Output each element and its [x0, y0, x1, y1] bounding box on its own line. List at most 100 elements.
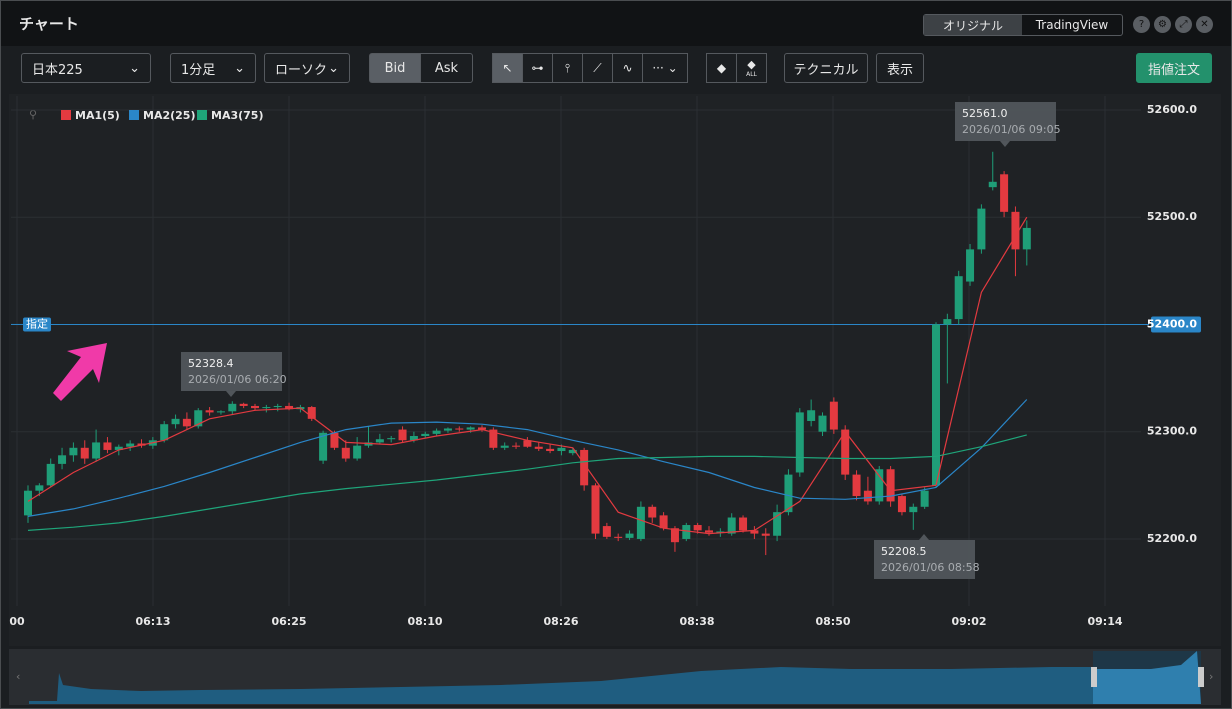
candle-body — [489, 429, 498, 448]
candle-body — [863, 490, 872, 502]
x-tick-label: 09:14 — [1087, 615, 1122, 628]
legend-swatch — [197, 110, 207, 120]
more-tools[interactable]: ··· ⌄ — [642, 53, 688, 83]
y-tick-label: 52300.0 — [1147, 425, 1197, 438]
navigator-area-selected — [1093, 651, 1201, 704]
tooltip-pointer — [226, 391, 236, 397]
candle-body — [614, 536, 623, 538]
candle-body — [455, 428, 464, 430]
close-button[interactable]: ✕ — [1196, 16, 1213, 33]
candle-body — [795, 412, 804, 473]
candle-body — [829, 401, 838, 430]
candle-body — [625, 533, 634, 538]
candle-body — [126, 443, 135, 447]
candle-body — [932, 324, 940, 486]
caret: ⌄ — [234, 60, 245, 76]
order-tag-bg — [23, 317, 51, 332]
candle-body — [852, 474, 861, 497]
candle-body — [1000, 174, 1009, 212]
candle-body — [670, 528, 679, 543]
caret: ⌄ — [328, 60, 339, 76]
view-tab[interactable]: TradingView — [1035, 18, 1109, 32]
navigator-handle[interactable] — [1091, 667, 1097, 687]
candle-body — [875, 469, 884, 502]
display-button[interactable]: 表示 — [876, 53, 924, 83]
candle-body — [988, 181, 997, 188]
candle-body — [659, 515, 668, 529]
order-price: 52400.0 — [1147, 317, 1197, 330]
candle-body — [546, 448, 555, 452]
candle-body — [80, 447, 89, 459]
x-tick-label: 08:26 — [543, 615, 578, 628]
candle-body — [841, 429, 850, 475]
interval: 1分足 — [181, 62, 216, 78]
style-select[interactable]: ローソク ⌄ — [264, 53, 350, 83]
tooltip-pointer — [1000, 141, 1010, 147]
candle-body — [580, 449, 589, 486]
candle-body — [1011, 211, 1020, 250]
search-icon: ⚲ — [29, 108, 37, 121]
candle-body — [353, 445, 362, 459]
order-price-bg — [1151, 316, 1201, 333]
interval-select[interactable]: 1分足 ⌄ — [170, 53, 256, 83]
candle-body — [375, 439, 384, 443]
candle-body — [897, 496, 906, 513]
symbol: 日本225 — [32, 62, 83, 78]
tooltip-bg — [181, 352, 282, 391]
candle-body — [171, 418, 180, 425]
candle-body — [1022, 227, 1031, 250]
legend-swatch — [129, 110, 139, 120]
legend-swatch — [61, 110, 71, 120]
x-tick-label: 09:02 — [951, 615, 986, 628]
nav-right: › — [1209, 670, 1213, 683]
legend-label: MA3(75) — [211, 109, 263, 122]
candle-body — [705, 530, 713, 533]
candle-body — [909, 506, 918, 513]
help-button[interactable]: ? — [1133, 16, 1150, 33]
tooltip-bg — [955, 102, 1056, 141]
tooltip-pointer — [919, 534, 929, 540]
order-tag: 指定 — [26, 316, 48, 330]
expand-button[interactable]: ⤢ — [1175, 16, 1192, 33]
x-tick-label: 06:25 — [271, 615, 306, 628]
candle-body — [92, 442, 101, 459]
navigator-handle[interactable] — [1198, 667, 1204, 687]
legend-label: MA1(5) — [75, 109, 120, 122]
candle-body — [58, 455, 67, 464]
order-button[interactable]: 指値注文 — [1136, 53, 1212, 83]
eraser-all-label: ALL — [746, 71, 757, 78]
x-tick-label: 08:38 — [679, 615, 714, 628]
nav-left: ‹ — [16, 670, 20, 683]
candle-body — [693, 525, 702, 531]
y-tick-label: 52200.0 — [1147, 532, 1197, 545]
tooltip-price: 52208.5 — [881, 545, 927, 558]
technical-button[interactable]: テクニカル — [784, 53, 868, 83]
window-title: チャート — [19, 15, 79, 33]
legend-label: MA2(25) — [143, 109, 195, 122]
eraser-all-tool[interactable]: ◆ ALL — [736, 53, 767, 83]
candle-body — [319, 432, 328, 461]
view-tab[interactable]: オリジナル — [924, 15, 1022, 35]
candle-body — [194, 410, 203, 427]
price-tab[interactable]: Ask — [420, 53, 473, 83]
candle-body — [421, 433, 430, 436]
symbol-select[interactable]: 日本225 ⌄ — [21, 53, 151, 83]
candle-body — [239, 403, 248, 406]
candle-body — [602, 526, 611, 537]
candle-body — [523, 440, 532, 447]
candle-body — [409, 436, 418, 441]
price-tab[interactable]: Bid — [369, 53, 421, 83]
candle-body — [750, 530, 759, 534]
candle-body — [977, 208, 986, 250]
candle-body — [443, 428, 452, 431]
ma-line — [27, 434, 1027, 531]
x-tick-label: 08:10 — [407, 615, 442, 628]
cursor-tool[interactable]: ↖ — [492, 53, 523, 83]
tooltip-time: 2026/01/06 08:58 — [881, 561, 980, 574]
tooltip-price: 52328.4 — [188, 357, 234, 370]
candle-body — [228, 403, 237, 412]
settings-button[interactable]: ⚙ — [1154, 16, 1171, 33]
candle-body — [512, 445, 521, 447]
